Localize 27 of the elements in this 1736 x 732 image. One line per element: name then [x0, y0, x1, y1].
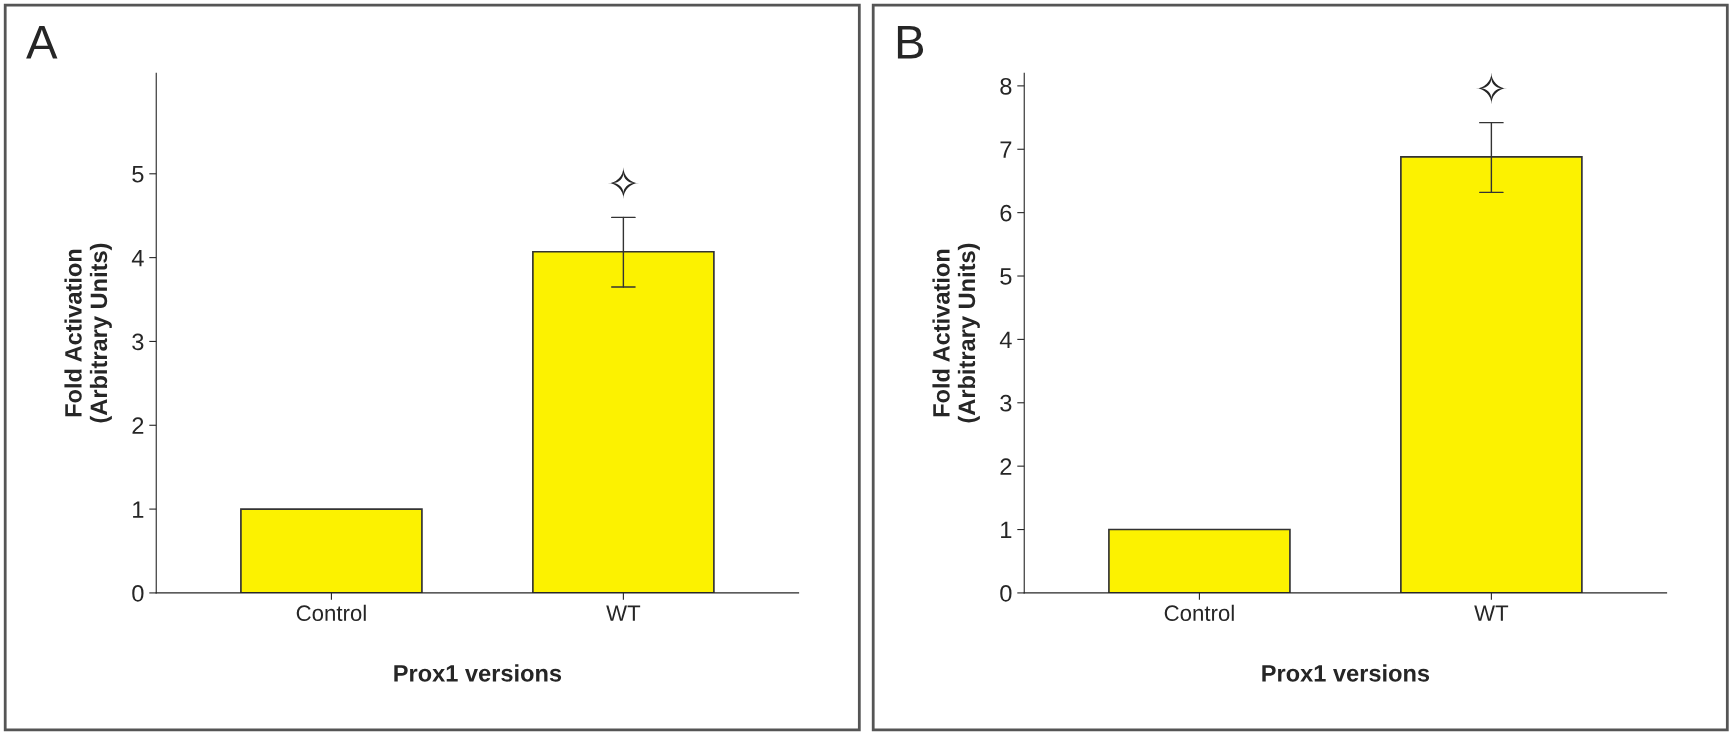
y-axis-title: Fold Activation (Arbitrary Units) — [64, 243, 112, 423]
annotation: ✧ — [1475, 72, 1508, 105]
x-tick-label: WT — [606, 605, 641, 621]
x-axis-title: Prox1 versions — [1262, 664, 1430, 682]
y-tick-label: 4 — [131, 249, 144, 267]
y-tick-label: 1 — [133, 501, 144, 518]
annotation: ✧ — [607, 167, 640, 199]
y-tick-label: 5 — [132, 166, 144, 183]
y-tick-label: 5 — [1000, 268, 1012, 285]
y-tick-label: 7 — [1000, 141, 1012, 158]
y-tick-label: 2 — [1000, 458, 1012, 475]
chart-title: A — [26, 26, 58, 59]
chart-title: B — [897, 26, 924, 59]
y-tick-label: 0 — [1000, 584, 1012, 602]
x-tick-label: WT — [1474, 605, 1509, 621]
x-axis-title: Prox1 versions — [394, 664, 562, 682]
y-tick-label: 3 — [1000, 394, 1012, 412]
y-tick-label: 0 — [132, 584, 144, 602]
y-tick-label: 2 — [132, 417, 144, 434]
y-axis-title: Fold Activation (Arbitrary Units) — [932, 243, 980, 423]
y-tick-label: 3 — [132, 333, 144, 351]
x-tick-label: Control — [1164, 604, 1234, 622]
y-tick-label: 4 — [999, 331, 1012, 348]
y-tick-label: 1 — [1001, 521, 1012, 539]
y-tick-label: 8 — [1000, 77, 1012, 95]
y-tick-label: 6 — [1000, 204, 1012, 222]
x-tick-label: Control — [296, 604, 366, 622]
